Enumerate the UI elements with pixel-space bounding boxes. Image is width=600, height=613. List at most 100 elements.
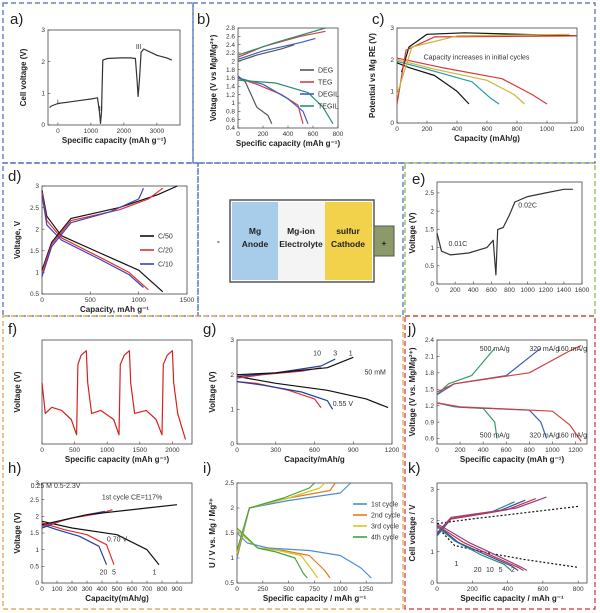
annotation-g-0: 0.55 V [333, 401, 354, 408]
x-tick-label-h-1: 100 [52, 586, 63, 593]
chart-i: 0 250 500 750 1000 1250 0.5 1 1.5 2 2.5 Specific ca… [208, 480, 401, 603]
cathode-label-1: sulfur [336, 226, 360, 236]
x-tick-label-h-0: 0 [40, 586, 44, 593]
frame-jk [404, 315, 596, 610]
x-tick-label-d-0: 0 [40, 297, 44, 304]
legend-label-b-1: TEG [318, 80, 332, 87]
y-axis-label-g: Voltage (V) [208, 371, 217, 413]
y-tick-label-k-3: 3 [430, 486, 434, 493]
x-tick-label-i-0: 0 [235, 586, 239, 593]
x-tick-label-j-2: 400 [478, 447, 489, 454]
x-tick-label-b-0: 0 [236, 131, 240, 138]
x-tick-label-j-4: 800 [524, 447, 535, 454]
y-tick-label-i-3: 2 [230, 505, 234, 512]
series-line-k-0 [436, 526, 579, 568]
plot-frame-a [47, 29, 181, 126]
series-line-c-5 [396, 35, 578, 105]
annotation-j-4: 320 mA/g [529, 432, 559, 439]
x-tick-label-g-4: 1200 [385, 447, 400, 454]
legend-label-i-2: 3rd cycle [371, 524, 399, 531]
y-tick-label-j-3: 1.5 [425, 386, 434, 393]
x-axis-label-j: Specific capacity (mAh g⁻¹) [460, 455, 565, 464]
x-tick-label-e-4: 800 [504, 287, 515, 294]
battery-anode [232, 202, 278, 280]
annotation-c-0: Capacity increases in initial cycles [424, 55, 530, 62]
annotation-g-2: 10 [313, 351, 321, 358]
y-tick-label-i-1: 1 [230, 555, 234, 562]
y-tick-label-b-4: 1.2 [226, 92, 235, 99]
annotation-h-2: 0.70 V [107, 536, 128, 543]
x-axis-label-b: Specific capacity (mAh g⁻¹) [236, 139, 341, 148]
legend-label-d-0: C/50 [158, 234, 173, 241]
y-tick-label-g-3: 3 [230, 337, 234, 344]
x-axis-label-a: Specific capacity (mAh g⁻¹) [62, 136, 167, 145]
y-axis-label-h: Voltage (V) [13, 512, 22, 554]
x-tick-label-k-3: 600 [537, 586, 548, 593]
series-line-d-3 [41, 185, 178, 271]
annotation-j-3: 500 mA/g [480, 432, 510, 439]
series-line-g-1 [236, 381, 334, 410]
y-tick-label-e-4: 2 [430, 208, 434, 215]
y-tick-label-b-10: 2.4 [226, 42, 235, 49]
series-line-b-1 [237, 77, 304, 124]
y-tick-label-d-0: 0.5 [30, 291, 39, 298]
x-axis-label-k: Specific capacity / mAh g⁻¹ [460, 594, 564, 603]
x-tick-label-e-0: 0 [435, 287, 439, 294]
annotation-k-1: 20 [474, 567, 482, 574]
x-axis-label-i: Specific capacity / mAh g⁻¹ [263, 594, 367, 603]
annotation-h-4: 5 [112, 570, 116, 577]
series-line-h-5 [41, 504, 178, 526]
series-line-k-8 [436, 498, 537, 534]
series-line-k-1 [436, 526, 512, 571]
annotation-k-2: 10 [486, 567, 494, 574]
chart-h: 0 100 200 300 400 500 600 700 800 900 0 0.5 1 1.5 2 2.5… [13, 480, 193, 603]
annotation-h-3: 20 [100, 570, 108, 577]
y-tick-label-h-2: 1 [35, 547, 39, 554]
plot-frame-i [236, 482, 393, 584]
y-tick-label-k-1: 1 [430, 549, 434, 556]
x-tick-label-j-0: 0 [435, 447, 439, 454]
series-line-d-5 [41, 187, 145, 277]
annotation-g-1: 50 mM [365, 370, 387, 377]
x-tick-label-c-3: 600 [482, 126, 493, 133]
chart-g: 0 300 600 900 1200 0 1 2 3 Capacity/mAh/g Voltage … [208, 337, 400, 464]
series-line-k-5 [436, 505, 579, 525]
y-tick-label-d-3: 2 [35, 226, 39, 233]
chart-c: 0 200 400 600 800 1000 1200 0 1 2 3 Capacity (mAh/g… [368, 25, 585, 143]
x-tick-label-b-2: 400 [283, 131, 294, 138]
x-tick-label-c-6: 1200 [570, 126, 585, 133]
x-tick-label-g-2: 600 [309, 447, 320, 454]
series-line-c-3 [396, 57, 548, 105]
panel-label-g: g) [203, 321, 216, 338]
series-line-j-2 [436, 402, 582, 442]
y-tick-label-h-6: 3 [35, 480, 39, 487]
x-axis-label-f: Specific capacity (mAh g⁻¹) [65, 455, 170, 464]
legend-label-d-2: C/10 [158, 262, 173, 269]
x-tick-label-h-5: 500 [112, 586, 123, 593]
annotation-k-3: 5 [499, 567, 503, 574]
series-line-h-2 [41, 520, 160, 566]
y-tick-label-h-1: 0.5 [30, 564, 39, 571]
chart-b: 0 200 400 600 8000.40.60.811.21.41.61.822.22… [209, 25, 344, 148]
y-tick-label-b-0: 0.4 [226, 125, 235, 132]
x-tick-label-e-6: 1200 [539, 287, 554, 294]
anode-label-1: Mg [249, 226, 261, 236]
y-tick-label-b-5: 1.4 [226, 84, 235, 91]
x-tick-label-h-3: 300 [82, 586, 93, 593]
series-line-g-5 [236, 356, 354, 376]
annotation-k-4: 2 [511, 567, 515, 574]
panel-label-i: i) [203, 460, 211, 477]
series-line-k-4 [436, 523, 528, 572]
y-tick-label-j-4: 1.8 [425, 370, 434, 377]
frame-d [2, 162, 199, 317]
x-tick-label-j-5: 1000 [545, 447, 560, 454]
legend-label-b-0: DEG [318, 68, 333, 75]
cathode-label-2: Cathode [331, 239, 365, 249]
series-line-h-4 [41, 509, 113, 527]
annotation-a-1: II [99, 106, 103, 113]
y-tick-label-g-2: 2 [230, 372, 234, 379]
x-tick-label-c-4: 800 [512, 126, 523, 133]
y-tick-label-a-0: 0 [41, 122, 45, 129]
x-tick-label-k-4: 800 [573, 586, 584, 593]
